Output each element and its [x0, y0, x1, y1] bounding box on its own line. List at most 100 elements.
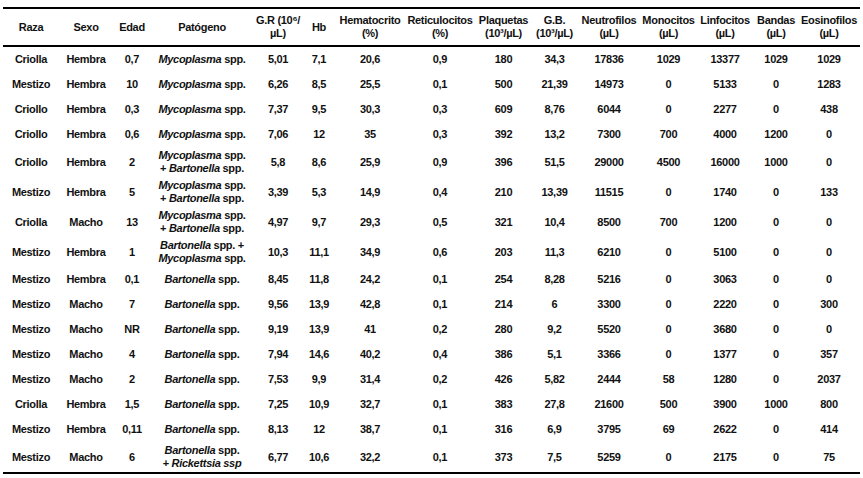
cell-monocitos: 700: [641, 122, 696, 147]
cell-gr: 9,56: [253, 292, 303, 317]
cell-patogeno: Bartonella spp.: [151, 392, 253, 417]
cell-monocitos: 69: [641, 417, 696, 442]
cell-patogeno: Mycoplasma spp.+ Bartonella spp.: [151, 207, 253, 237]
cell-edad: 2: [113, 147, 151, 177]
cell-bandas: 0: [754, 207, 798, 237]
cell-raza: Mestizo: [3, 267, 59, 292]
cell-sexo: Macho: [59, 367, 113, 392]
pathogen-genus: Bartonella: [169, 192, 220, 204]
cell-gr: 8,13: [253, 417, 303, 442]
cell-bandas: 0: [754, 367, 798, 392]
pathogen-genus: Bartonella: [165, 273, 216, 285]
cell-neutrofilos: 14973: [577, 72, 641, 97]
cell-edad: 1,5: [113, 392, 151, 417]
cell-gb: 13,39: [532, 177, 577, 207]
column-header-unit: (µL): [754, 27, 798, 40]
cell-bandas: 0: [754, 267, 798, 292]
cell-plaquetas: 500: [475, 72, 532, 97]
cell-eosinofilos: 1283: [798, 72, 860, 97]
pathogen-text: +: [160, 162, 169, 174]
cell-eosinofilos: 0: [798, 207, 860, 237]
cell-gb: 8,76: [532, 97, 577, 122]
cell-monocitos: 0: [641, 267, 696, 292]
pathogen-genus: Bartonella: [160, 239, 211, 251]
cell-raza: Mestizo: [3, 417, 59, 442]
cell-linfocitos: 3063: [696, 267, 754, 292]
cell-monocitos: 0: [641, 237, 696, 267]
cell-linfocitos: 2622: [696, 417, 754, 442]
cell-gb: 10,4: [532, 207, 577, 237]
pathogen-genus: Mycoplasma: [158, 252, 221, 264]
pathogen-genus: Mycoplasma: [158, 78, 221, 90]
cell-gb: 13,2: [532, 122, 577, 147]
cell-neutrofilos: 5259: [577, 442, 641, 473]
cell-plaquetas: 316: [475, 417, 532, 442]
cell-plaquetas: 203: [475, 237, 532, 267]
pathogen-genus: Bartonella: [169, 162, 220, 174]
pathogen-text: spp.: [215, 373, 239, 385]
cell-sexo: Hembra: [59, 147, 113, 177]
pathogen-text: spp.: [220, 162, 244, 174]
cell-patogeno: Bartonella spp.: [151, 317, 253, 342]
cell-plaquetas: 383: [475, 392, 532, 417]
cell-raza: Criollo: [3, 97, 59, 122]
cell-sexo: Hembra: [59, 97, 113, 122]
cell-monocitos: 0: [641, 442, 696, 473]
cell-patogeno: Bartonella spp. +Mycoplasma spp.: [151, 237, 253, 267]
cell-neutrofilos: 3300: [577, 292, 641, 317]
cell-linfocitos: 2175: [696, 442, 754, 473]
cell-neutrofilos: 3366: [577, 342, 641, 367]
cell-hematocrito: 32,2: [335, 442, 405, 473]
table-row: CriollaHembra1,5Bartonella spp.7,2510,93…: [3, 392, 860, 417]
cell-monocitos: 58: [641, 367, 696, 392]
cell-reticulocitos: 0,9: [405, 147, 475, 177]
cell-gb: 21,39: [532, 72, 577, 97]
cell-patogeno: Bartonella spp.+ Rickettsia ssp: [151, 442, 253, 473]
pathogen-text: spp.: [221, 103, 245, 115]
pathogen-text: +: [160, 222, 169, 234]
cell-linfocitos: 3900: [696, 392, 754, 417]
cell-hb: 5,3: [303, 177, 335, 207]
cell-hematocrito: 20,6: [335, 46, 405, 72]
column-header-label: Hematocrito: [335, 14, 405, 27]
cell-edad: 0,6: [113, 122, 151, 147]
pathogen-genus: Bartonella: [165, 444, 216, 456]
pathogen-text: +: [160, 192, 169, 204]
cell-neutrofilos: 6044: [577, 97, 641, 122]
cell-linfocitos: 1740: [696, 177, 754, 207]
cell-hematocrito: 30,3: [335, 97, 405, 122]
cell-linfocitos: 13377: [696, 46, 754, 72]
cell-gb: 51,5: [532, 147, 577, 177]
cell-monocitos: 500: [641, 392, 696, 417]
column-header-unit: (%): [405, 27, 475, 40]
cell-neutrofilos: 11515: [577, 177, 641, 207]
cell-reticulocitos: 0,5: [405, 207, 475, 237]
pathogen-line: + Bartonella spp.: [152, 162, 252, 175]
cell-patogeno: Mycoplasma spp.: [151, 122, 253, 147]
cell-plaquetas: 396: [475, 147, 532, 177]
pathogen-genus: Bartonella: [165, 323, 216, 335]
cell-bandas: 0: [754, 342, 798, 367]
cell-reticulocitos: 0,6: [405, 237, 475, 267]
cell-gr: 7,94: [253, 342, 303, 367]
pathogen-text: spp.: [215, 273, 239, 285]
cell-edad: NR: [113, 317, 151, 342]
table-row: MestizoMacho6Bartonella spp.+ Rickettsia…: [3, 442, 860, 473]
cell-hb: 13,9: [303, 292, 335, 317]
cell-bandas: 1000: [754, 392, 798, 417]
cell-sexo: Macho: [59, 342, 113, 367]
column-header-reticulocitos: Reticulocitos(%): [405, 8, 475, 46]
cell-gb: 34,3: [532, 46, 577, 72]
pathogen-text: spp.: [215, 423, 239, 435]
pathogen-line: Mycoplasma spp.: [152, 209, 252, 222]
pathogen-line: Bartonella spp.: [152, 423, 252, 436]
cell-edad: 6: [113, 442, 151, 473]
cell-gr: 6,77: [253, 442, 303, 473]
pathogen-line: Mycoplasma spp.: [152, 53, 252, 66]
cell-hb: 12: [303, 417, 335, 442]
pathogen-line: + Bartonella spp.: [152, 192, 252, 205]
cell-hematocrito: 25,5: [335, 72, 405, 97]
cell-edad: 0,1: [113, 267, 151, 292]
pathogen-text: spp.: [215, 323, 239, 335]
column-header-label: G.R (10⁶/: [253, 14, 303, 27]
